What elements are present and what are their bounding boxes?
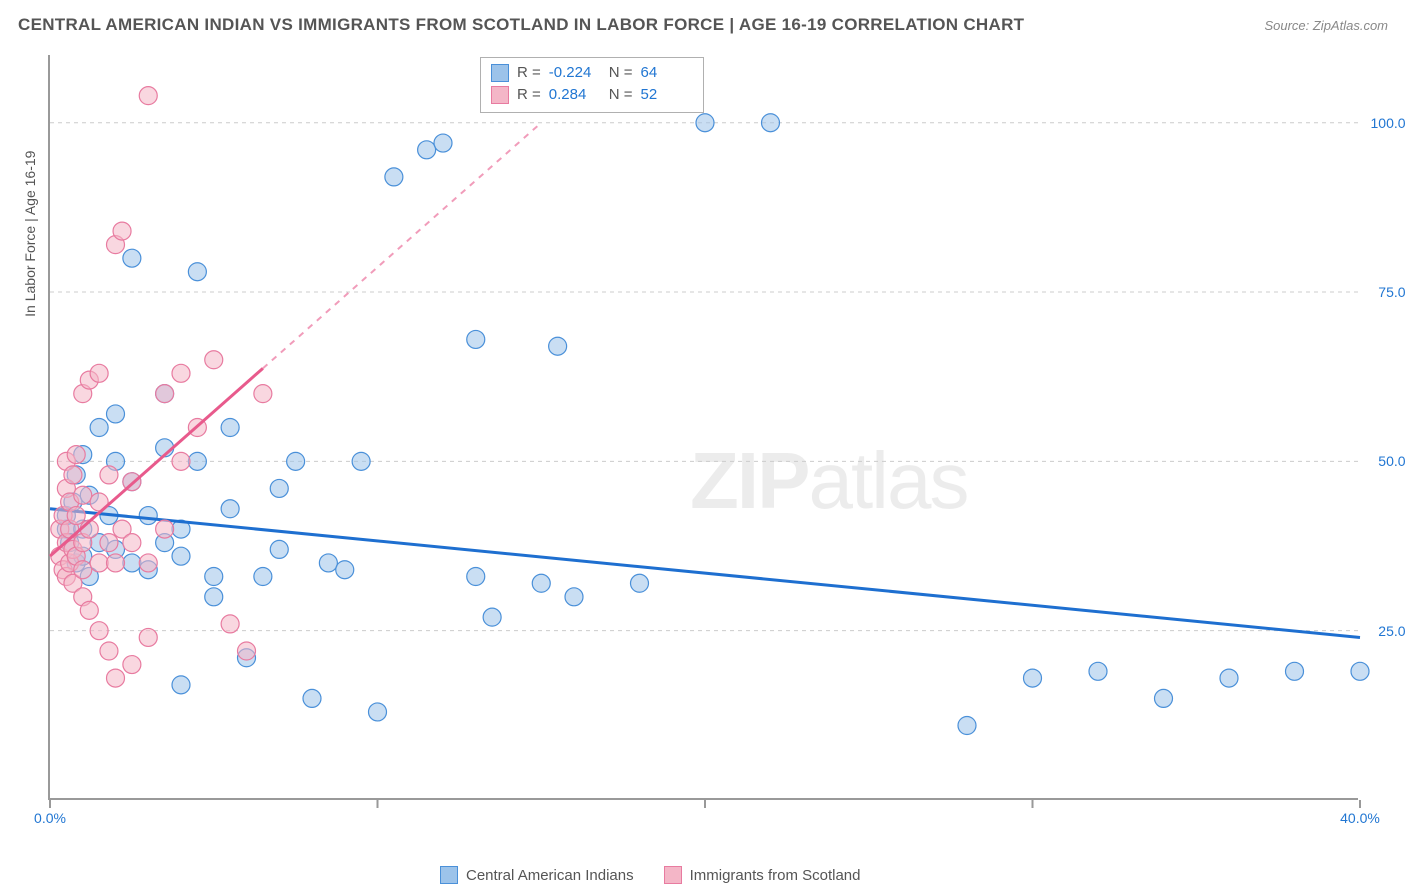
legend-item-2: Immigrants from Scotland bbox=[664, 866, 861, 884]
source-label: Source: ZipAtlas.com bbox=[1264, 18, 1388, 33]
legend-label-1: Central American Indians bbox=[466, 867, 634, 884]
swatch-series-2 bbox=[491, 86, 509, 104]
x-tick-label: 40.0% bbox=[1340, 810, 1380, 826]
swatch-series-1 bbox=[491, 64, 509, 82]
stats-row-2: R = 0.284 N = 52 bbox=[491, 84, 693, 106]
legend: Central American Indians Immigrants from… bbox=[440, 866, 860, 884]
legend-swatch-1 bbox=[440, 866, 458, 884]
chart-title: CENTRAL AMERICAN INDIAN VS IMMIGRANTS FR… bbox=[18, 15, 1024, 35]
scatter-svg bbox=[50, 55, 1358, 798]
legend-item-1: Central American Indians bbox=[440, 866, 634, 884]
stats-box: R = -0.224 N = 64 R = 0.284 N = 52 bbox=[480, 57, 704, 113]
legend-swatch-2 bbox=[664, 866, 682, 884]
x-tick-label: 0.0% bbox=[34, 810, 66, 826]
plot-area: ZIPatlas R = -0.224 N = 64 R = 0.284 N =… bbox=[48, 55, 1358, 800]
y-tick-label: 25.0% bbox=[1378, 623, 1406, 639]
y-axis-label: In Labor Force | Age 16-19 bbox=[22, 151, 38, 317]
y-tick-label: 75.0% bbox=[1378, 284, 1406, 300]
y-tick-label: 50.0% bbox=[1378, 453, 1406, 469]
y-tick-label: 100.0% bbox=[1371, 115, 1406, 131]
stats-row-1: R = -0.224 N = 64 bbox=[491, 62, 693, 84]
legend-label-2: Immigrants from Scotland bbox=[690, 867, 861, 884]
